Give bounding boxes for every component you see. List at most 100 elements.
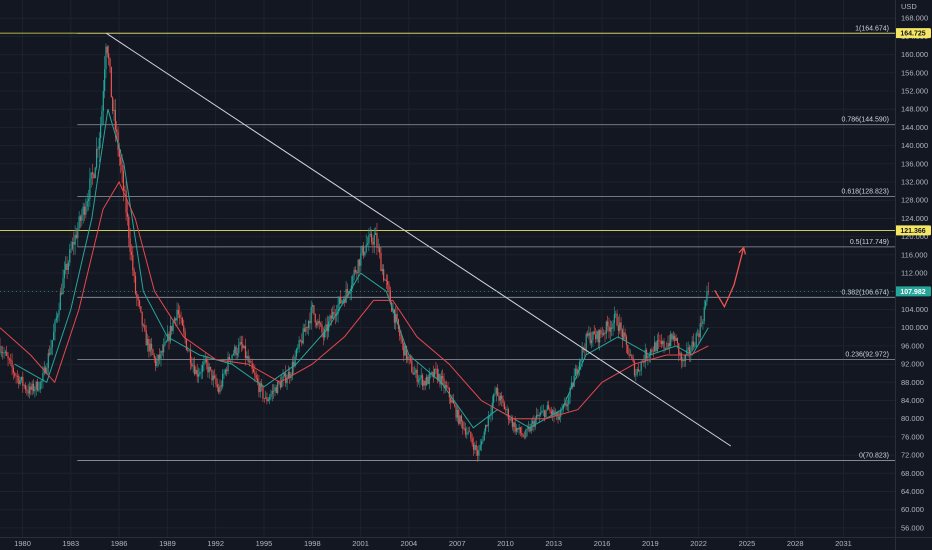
candle-body bbox=[649, 349, 652, 356]
candle-body bbox=[271, 390, 273, 394]
y-tick-label: 96.000 bbox=[901, 341, 924, 350]
candle-body bbox=[448, 388, 450, 398]
candle-body bbox=[560, 410, 562, 417]
candle-body bbox=[263, 398, 265, 399]
candle-body bbox=[616, 313, 618, 326]
candle-body bbox=[269, 397, 271, 400]
candle-body bbox=[383, 269, 385, 281]
candle-body bbox=[593, 331, 595, 335]
candle-body bbox=[77, 228, 79, 238]
candle-body bbox=[63, 270, 65, 279]
candle-body bbox=[373, 235, 375, 245]
candle-body bbox=[648, 355, 650, 357]
candle-body bbox=[446, 385, 448, 388]
candle-body bbox=[287, 371, 290, 379]
candle-body bbox=[309, 320, 311, 324]
candle-body bbox=[120, 156, 122, 165]
candle-body bbox=[387, 281, 389, 285]
candle-body bbox=[246, 355, 248, 359]
trend-line[interactable] bbox=[105, 32, 732, 447]
y-tick-label: 88.000 bbox=[901, 378, 924, 387]
currency-label: USD bbox=[901, 2, 917, 11]
candle-body bbox=[255, 375, 257, 379]
candle-body bbox=[401, 339, 404, 343]
candle-body bbox=[262, 386, 264, 399]
candle-body bbox=[57, 315, 59, 318]
candle-body bbox=[318, 320, 320, 324]
candle-body bbox=[222, 373, 224, 387]
candle-body bbox=[293, 362, 295, 367]
candle-body bbox=[423, 380, 425, 386]
candle-body bbox=[169, 325, 171, 342]
candle-body bbox=[609, 327, 611, 332]
candle-body bbox=[651, 349, 653, 352]
candle-body bbox=[357, 259, 359, 274]
candle-body bbox=[313, 305, 315, 314]
candle-body bbox=[196, 369, 198, 377]
candle-body bbox=[604, 332, 606, 334]
candle-body bbox=[537, 414, 539, 417]
candle-body bbox=[379, 247, 381, 253]
candle-body bbox=[360, 253, 362, 266]
candle-body bbox=[514, 422, 516, 432]
horizontal-lines[interactable] bbox=[0, 32, 895, 231]
fast-moving-average bbox=[14, 109, 709, 429]
candle-body bbox=[515, 428, 518, 432]
candle-body bbox=[480, 441, 483, 445]
candle-body bbox=[317, 320, 319, 326]
candle-body bbox=[417, 380, 420, 382]
candle-body bbox=[353, 269, 355, 276]
candle-body bbox=[454, 403, 456, 407]
candle-body bbox=[199, 372, 201, 375]
moving-averages bbox=[0, 109, 709, 429]
projection-arrow[interactable] bbox=[714, 246, 747, 309]
candle-body bbox=[510, 418, 512, 421]
candle-body bbox=[134, 275, 137, 294]
y-tick-label: 64.000 bbox=[901, 487, 924, 496]
highlight-price-label: 121.366 bbox=[900, 228, 925, 235]
fib-level-label: 0.618(128.823) bbox=[842, 188, 889, 195]
candle-body bbox=[509, 419, 511, 421]
candle-body bbox=[302, 328, 304, 344]
price-axis[interactable]: USD 56.000 60.000 64.000 68.000 72.000 76.000… bbox=[901, 2, 928, 532]
x-tick-label: 2007 bbox=[449, 539, 466, 548]
candle-body bbox=[674, 335, 676, 341]
candle-body bbox=[159, 354, 161, 359]
candle-body bbox=[554, 414, 556, 416]
candle-body bbox=[78, 216, 80, 229]
candle-body bbox=[227, 357, 229, 372]
candle-body bbox=[177, 309, 180, 315]
candle-body bbox=[325, 324, 327, 330]
candle-body bbox=[389, 290, 391, 303]
candle-body bbox=[499, 395, 501, 401]
candle-body bbox=[503, 403, 505, 410]
candle-body bbox=[81, 215, 83, 221]
x-tick-label: 1995 bbox=[256, 539, 273, 548]
candle-body bbox=[505, 409, 507, 411]
candle-body bbox=[407, 356, 409, 360]
candle-body bbox=[330, 315, 332, 319]
candle-body bbox=[214, 375, 216, 378]
time-axis[interactable]: 1980 1983 1986 1989 1992 1995 1998 2001 2004 2007… bbox=[14, 539, 852, 548]
candle-body bbox=[70, 248, 72, 250]
candle-body bbox=[466, 433, 468, 435]
candle-body bbox=[691, 341, 693, 351]
y-tick-label: 80.000 bbox=[901, 414, 924, 423]
candle-body bbox=[114, 110, 116, 130]
x-tick-label: 2013 bbox=[545, 539, 562, 548]
candle-body bbox=[102, 91, 104, 112]
candle-body bbox=[672, 335, 674, 340]
y-tick-label: 132.000 bbox=[901, 178, 928, 187]
candle-body bbox=[165, 341, 167, 342]
candle-body bbox=[242, 344, 244, 349]
candle-body bbox=[451, 400, 453, 403]
candle-body bbox=[239, 342, 241, 345]
candle-body bbox=[93, 174, 95, 179]
candle-body bbox=[569, 387, 571, 398]
candle-body bbox=[212, 375, 214, 381]
candle-body bbox=[95, 149, 98, 168]
x-tick-label: 2019 bbox=[642, 539, 659, 548]
candle-body bbox=[409, 357, 412, 361]
